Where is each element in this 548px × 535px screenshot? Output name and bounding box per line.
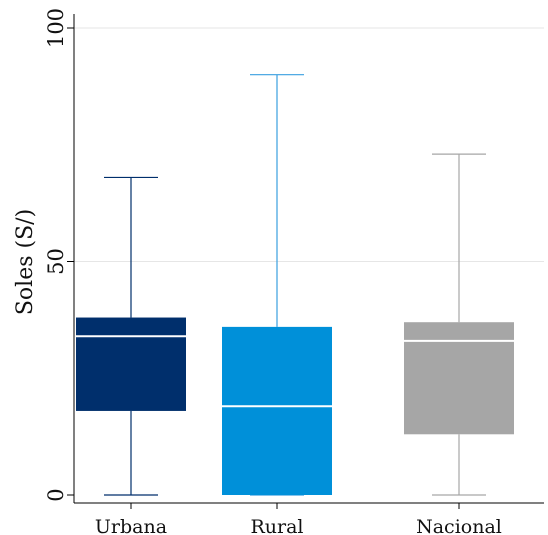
y-axis: 0 50 100 [44, 8, 75, 503]
box-rural [222, 326, 332, 495]
box-nacional [404, 322, 514, 435]
y-axis-title: Soles (S/) [13, 209, 38, 315]
x-tick-label-nacional: Nacional [416, 516, 502, 535]
x-tick-label-urbana: Urbana [95, 516, 167, 535]
boxes [76, 74, 514, 496]
y-tick-label-100: 100 [44, 8, 68, 48]
x-axis: Urbana Rural Nacional [74, 502, 544, 535]
gridlines [74, 27, 544, 262]
y-tick-label-50: 50 [44, 248, 68, 275]
x-tick-label-rural: Rural [250, 516, 303, 535]
box-urbana [76, 317, 186, 411]
y-tick-label-0: 0 [44, 488, 68, 501]
